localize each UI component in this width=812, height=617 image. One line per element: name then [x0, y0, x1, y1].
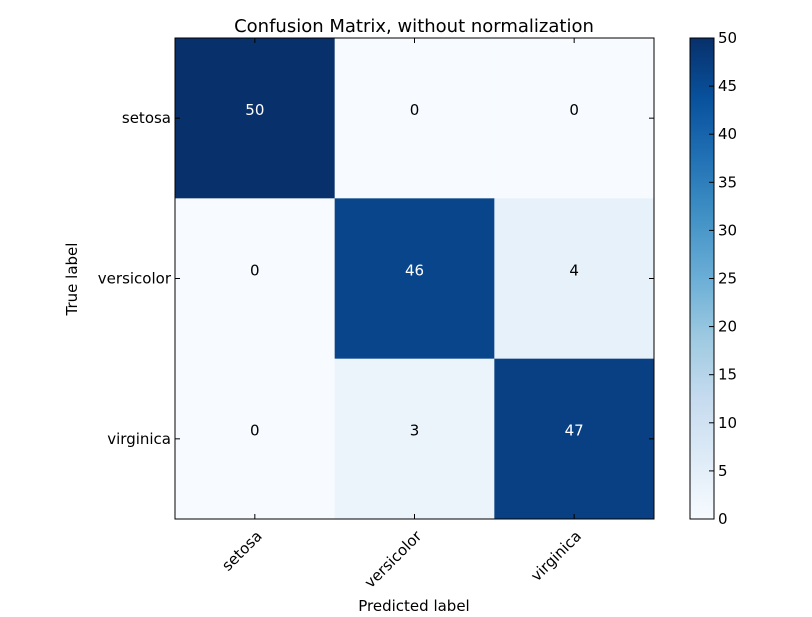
colorbar-tick-label-3: 15	[718, 366, 737, 384]
cell-value-2-0: 0	[250, 422, 260, 440]
colorbar-tick-label-0: 0	[718, 510, 728, 528]
cell-2-0	[175, 358, 336, 520]
y-axis-ticks: setosa versicolor virginica	[98, 109, 654, 448]
colorbar-tick-label-9: 45	[718, 77, 737, 95]
cell-2-1	[334, 358, 495, 520]
y-tick-label-1: versicolor	[98, 270, 172, 288]
y-tick-label-0: setosa	[122, 109, 171, 127]
cell-value-0-2: 0	[569, 101, 579, 119]
cell-value-0-0: 50	[245, 101, 264, 119]
cell-value-1-2: 4	[569, 261, 579, 279]
matrix-cell-labels: 50 0 0 0 46 4 0 3 47	[245, 101, 583, 440]
y-axis-label: True label	[63, 243, 81, 317]
cell-0-1	[334, 38, 495, 199]
cell-1-1	[334, 198, 495, 360]
cell-0-0	[175, 38, 336, 199]
cell-0-2	[494, 38, 655, 199]
colorbar-ticks: 0 5 10 15 20 25 30 35 40 45 50	[709, 29, 737, 528]
cell-value-2-1: 3	[410, 422, 420, 440]
matrix-cells	[175, 38, 655, 520]
colorbar-tick-label-5: 25	[718, 270, 737, 288]
cell-value-1-0: 0	[250, 261, 260, 279]
cell-value-1-1: 46	[405, 261, 424, 279]
cell-1-2	[494, 198, 655, 360]
colorbar-tick-label-1: 5	[718, 462, 728, 480]
colorbar-tick-label-10: 50	[718, 29, 737, 47]
x-tick-label-1: versicolor	[361, 527, 426, 592]
cell-1-0	[175, 198, 336, 360]
cell-value-0-1: 0	[410, 101, 420, 119]
x-tick-label-0: setosa	[218, 527, 265, 574]
cell-value-2-2: 47	[565, 422, 584, 440]
cell-2-2	[494, 358, 655, 520]
chart-title: Confusion Matrix, without normalization	[234, 16, 594, 37]
colorbar-tick-label-6: 30	[718, 221, 737, 239]
x-axis-label: Predicted label	[358, 597, 469, 612]
colorbar-tick-label-2: 10	[718, 414, 737, 432]
colorbar-tick-label-7: 35	[718, 173, 737, 191]
x-tick-label-2: virginica	[527, 527, 585, 585]
colorbar-tick-label-8: 40	[718, 125, 737, 143]
y-tick-label-2: virginica	[107, 430, 171, 448]
colorbar-tick-label-4: 20	[718, 318, 737, 336]
